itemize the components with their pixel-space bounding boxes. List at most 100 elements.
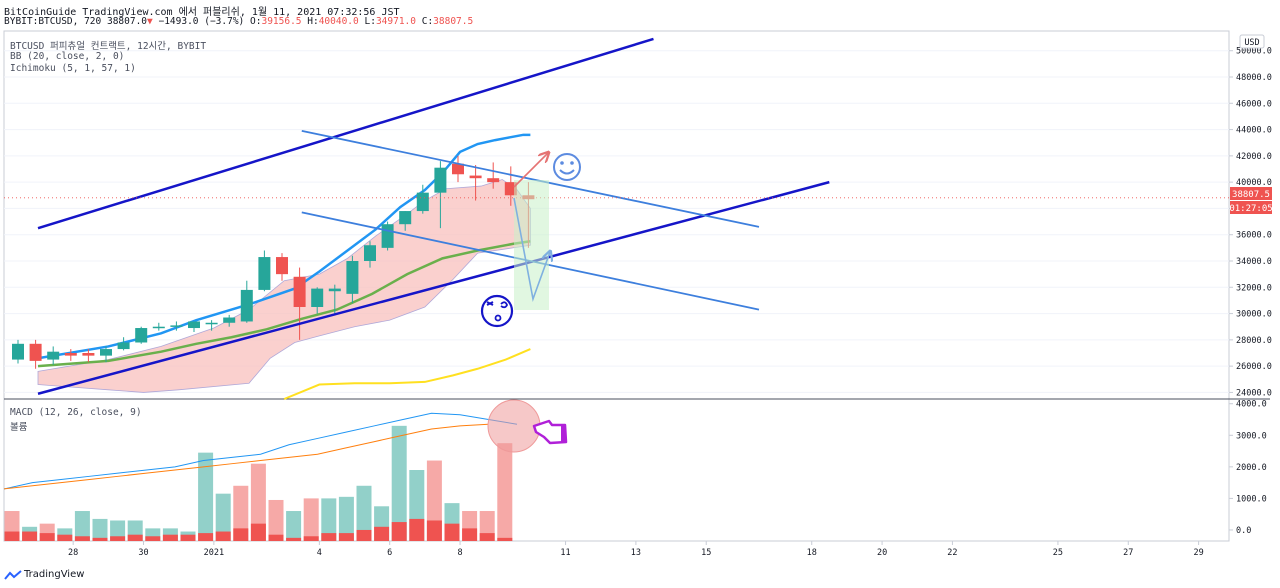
y-tick-label: 26000.0 <box>1236 362 1272 372</box>
macd-y-tick-label: 2000.0 <box>1236 463 1267 473</box>
channel-line <box>37 37 654 230</box>
macd-histogram-bar <box>391 522 407 541</box>
candle-body <box>276 257 288 275</box>
ichimoku-span-line <box>283 348 531 400</box>
y-tick-label: 50000.0 <box>1236 47 1272 57</box>
y-tick-label: 44000.0 <box>1236 126 1272 136</box>
down-triangle-icon: ▼ <box>147 16 153 27</box>
macd-histogram-bar <box>268 534 284 541</box>
macd-y-tick-label: 1000.0 <box>1236 494 1267 504</box>
candle-body <box>381 224 394 248</box>
macd-histogram-bar <box>444 523 460 541</box>
low-label: L: <box>364 16 376 27</box>
macd-histogram-bar <box>303 536 319 541</box>
candle-body <box>504 182 517 196</box>
macd-histogram-bar <box>4 531 20 541</box>
macd-y-tick-label: 3000.0 <box>1236 431 1267 441</box>
macd-histogram-bar <box>39 533 55 541</box>
candle-body <box>399 211 412 225</box>
volume-bar <box>321 498 337 541</box>
smiley-face-icon <box>553 153 581 181</box>
x-tick-label: 13 <box>631 548 641 558</box>
currency-label: USD <box>1244 38 1259 48</box>
legend-ichimoku[interactable]: Ichimoku (5, 1, 57, 1) <box>10 63 136 74</box>
candle-body <box>82 353 95 356</box>
x-tick-label: 2021 <box>204 548 224 558</box>
macd-histogram-bar <box>321 533 337 541</box>
candle-body <box>100 349 112 356</box>
candle-body <box>152 326 165 329</box>
candle-body <box>240 289 253 322</box>
candle-body <box>188 321 200 329</box>
volume-bar <box>74 511 90 541</box>
y-tick-label: 46000.0 <box>1236 99 1272 109</box>
macd-y-tick-label: 4000.0 <box>1236 400 1267 410</box>
legend-title: BTCUSD 퍼피츄얼 컨트랙트, 12시간, BYBIT <box>10 41 207 52</box>
candle-body <box>416 192 429 212</box>
macd-histogram-bar <box>110 536 126 541</box>
candle-body <box>117 342 130 350</box>
countdown-text: 01:27:05 <box>1229 204 1272 214</box>
macd-histogram-bar <box>57 534 73 541</box>
high-label: H: <box>307 16 319 27</box>
candle-body <box>135 328 148 343</box>
x-tick-label: 25 <box>1053 548 1063 558</box>
macd-histogram-bar <box>286 537 302 541</box>
open-value: 39156.5 <box>261 16 302 27</box>
candle-body <box>170 325 183 327</box>
open-label: O: <box>250 16 262 27</box>
header-bar: BitCoinGuide TradingView.com 에서 퍼블리쉬, 1월… <box>0 0 1280 30</box>
close-value: 38807.5 <box>433 16 474 27</box>
macd-histogram-bar <box>92 537 108 541</box>
x-tick-label: 30 <box>138 548 148 558</box>
x-tick-label: 11 <box>560 548 570 558</box>
candle-body <box>47 351 60 360</box>
macd-histogram-bar <box>180 534 196 541</box>
candle-body <box>29 343 42 361</box>
legend-bb[interactable]: BB (20, close, 2, 0) <box>10 51 125 62</box>
candle-body <box>434 167 447 193</box>
macd-y-tick-label: 0.0 <box>1236 526 1251 536</box>
legend-volume[interactable]: 볼륨 <box>10 422 28 433</box>
volume-bar <box>286 511 302 541</box>
channel-line <box>37 180 830 395</box>
volume-bar <box>250 463 266 541</box>
candle-body <box>12 343 24 360</box>
x-tick-label: 22 <box>947 548 957 558</box>
brand-name: TradingView <box>24 569 85 580</box>
volume-bar <box>198 452 214 541</box>
y-tick-label: 48000.0 <box>1236 73 1272 83</box>
y-tick-label: 30000.0 <box>1236 310 1272 320</box>
volume-bar <box>110 520 126 541</box>
macd-histogram-bar <box>374 526 390 541</box>
macd-histogram-bar <box>198 533 214 541</box>
macd-histogram-bar <box>497 537 513 541</box>
candle-body <box>258 257 271 290</box>
x-tick-label: 8 <box>457 548 462 558</box>
candle-body <box>346 261 359 294</box>
price-tag-text: 38807.5 <box>1232 190 1270 200</box>
candle-body <box>328 288 341 292</box>
candle-body <box>205 322 218 325</box>
y-tick-label: 32000.0 <box>1236 283 1272 293</box>
candle-body <box>293 276 306 307</box>
y-tick-label: 36000.0 <box>1236 231 1272 241</box>
signal-line <box>3 423 489 490</box>
crossover-highlight <box>487 399 541 453</box>
price-change: −1493.0 (−3.7%) <box>158 16 245 27</box>
down-up-arrow <box>513 197 550 303</box>
candle-body <box>364 245 376 261</box>
macd-histogram-bar <box>127 534 143 541</box>
currency-button[interactable]: USD <box>1239 34 1265 49</box>
legend-macd[interactable]: MACD (12, 26, close, 9) <box>10 407 142 418</box>
macd-histogram-bar <box>233 528 249 541</box>
macd-histogram-bar <box>462 528 478 541</box>
trend-line <box>301 130 760 228</box>
x-tick-label: 27 <box>1123 548 1133 558</box>
volume-bar <box>356 485 372 541</box>
macd-histogram-bar <box>145 536 161 541</box>
last-price-tag: 38807.5 <box>1230 187 1272 200</box>
candle-body <box>452 163 464 175</box>
candle-body <box>64 353 77 356</box>
